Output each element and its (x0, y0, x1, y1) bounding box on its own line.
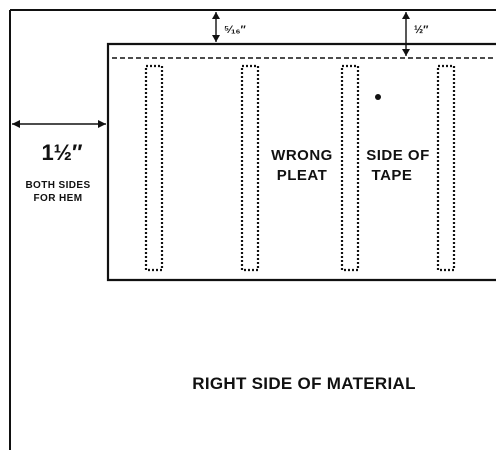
pleat-pocket (340, 64, 360, 272)
top-offset-dimension (212, 12, 220, 42)
pleat-pockets (144, 64, 456, 272)
tape-offset-dimension (402, 12, 410, 56)
hem-note-line1: BOTH SIDES (25, 180, 90, 191)
tape-offset-label: ½″ (414, 24, 429, 36)
wrong-side-line1: WRONG (271, 147, 333, 164)
hem-note-line2: FOR HEM (34, 193, 83, 204)
top-offset-label: ⁵⁄₁₆″ (224, 24, 247, 36)
hem-width-label: 1½″ (41, 140, 83, 165)
pleat-pocket (240, 64, 260, 272)
hem-dimension (12, 120, 106, 128)
pleat-tape-outline (106, 42, 496, 282)
tape-side-line1: SIDE OF (366, 147, 430, 164)
material-side-label: RIGHT SIDE OF MATERIAL (192, 374, 416, 393)
dot-mark (375, 94, 381, 100)
pleat-pocket (144, 64, 164, 272)
wrong-side-line2: PLEAT (277, 167, 328, 184)
tape-side-line2: TAPE (372, 167, 413, 184)
pleat-pocket (436, 64, 456, 272)
